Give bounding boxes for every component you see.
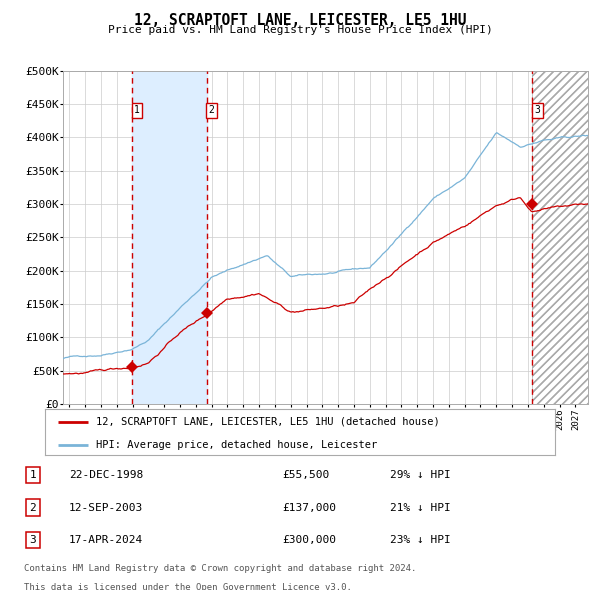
Text: 2: 2 <box>29 503 37 513</box>
Text: Price paid vs. HM Land Registry's House Price Index (HPI): Price paid vs. HM Land Registry's House … <box>107 25 493 35</box>
Text: 21% ↓ HPI: 21% ↓ HPI <box>390 503 451 513</box>
Text: 2: 2 <box>209 106 215 116</box>
Text: 1: 1 <box>29 470 37 480</box>
Text: 3: 3 <box>29 535 37 545</box>
Text: 3: 3 <box>535 106 540 116</box>
Text: 29% ↓ HPI: 29% ↓ HPI <box>390 470 451 480</box>
Text: 1: 1 <box>134 106 140 116</box>
Text: 23% ↓ HPI: 23% ↓ HPI <box>390 535 451 545</box>
Bar <box>532 71 588 404</box>
Text: £55,500: £55,500 <box>282 470 329 480</box>
Bar <box>132 71 207 404</box>
Bar <box>532 71 588 404</box>
Text: 12, SCRAPTOFT LANE, LEICESTER, LE5 1HU (detached house): 12, SCRAPTOFT LANE, LEICESTER, LE5 1HU (… <box>96 417 440 427</box>
Text: £137,000: £137,000 <box>282 503 336 513</box>
Text: 17-APR-2024: 17-APR-2024 <box>69 535 143 545</box>
Text: 22-DEC-1998: 22-DEC-1998 <box>69 470 143 480</box>
Text: Contains HM Land Registry data © Crown copyright and database right 2024.: Contains HM Land Registry data © Crown c… <box>24 564 416 573</box>
Text: £300,000: £300,000 <box>282 535 336 545</box>
Text: 12-SEP-2003: 12-SEP-2003 <box>69 503 143 513</box>
Text: HPI: Average price, detached house, Leicester: HPI: Average price, detached house, Leic… <box>96 440 377 450</box>
Text: This data is licensed under the Open Government Licence v3.0.: This data is licensed under the Open Gov… <box>24 583 352 590</box>
Text: 12, SCRAPTOFT LANE, LEICESTER, LE5 1HU: 12, SCRAPTOFT LANE, LEICESTER, LE5 1HU <box>134 13 466 28</box>
